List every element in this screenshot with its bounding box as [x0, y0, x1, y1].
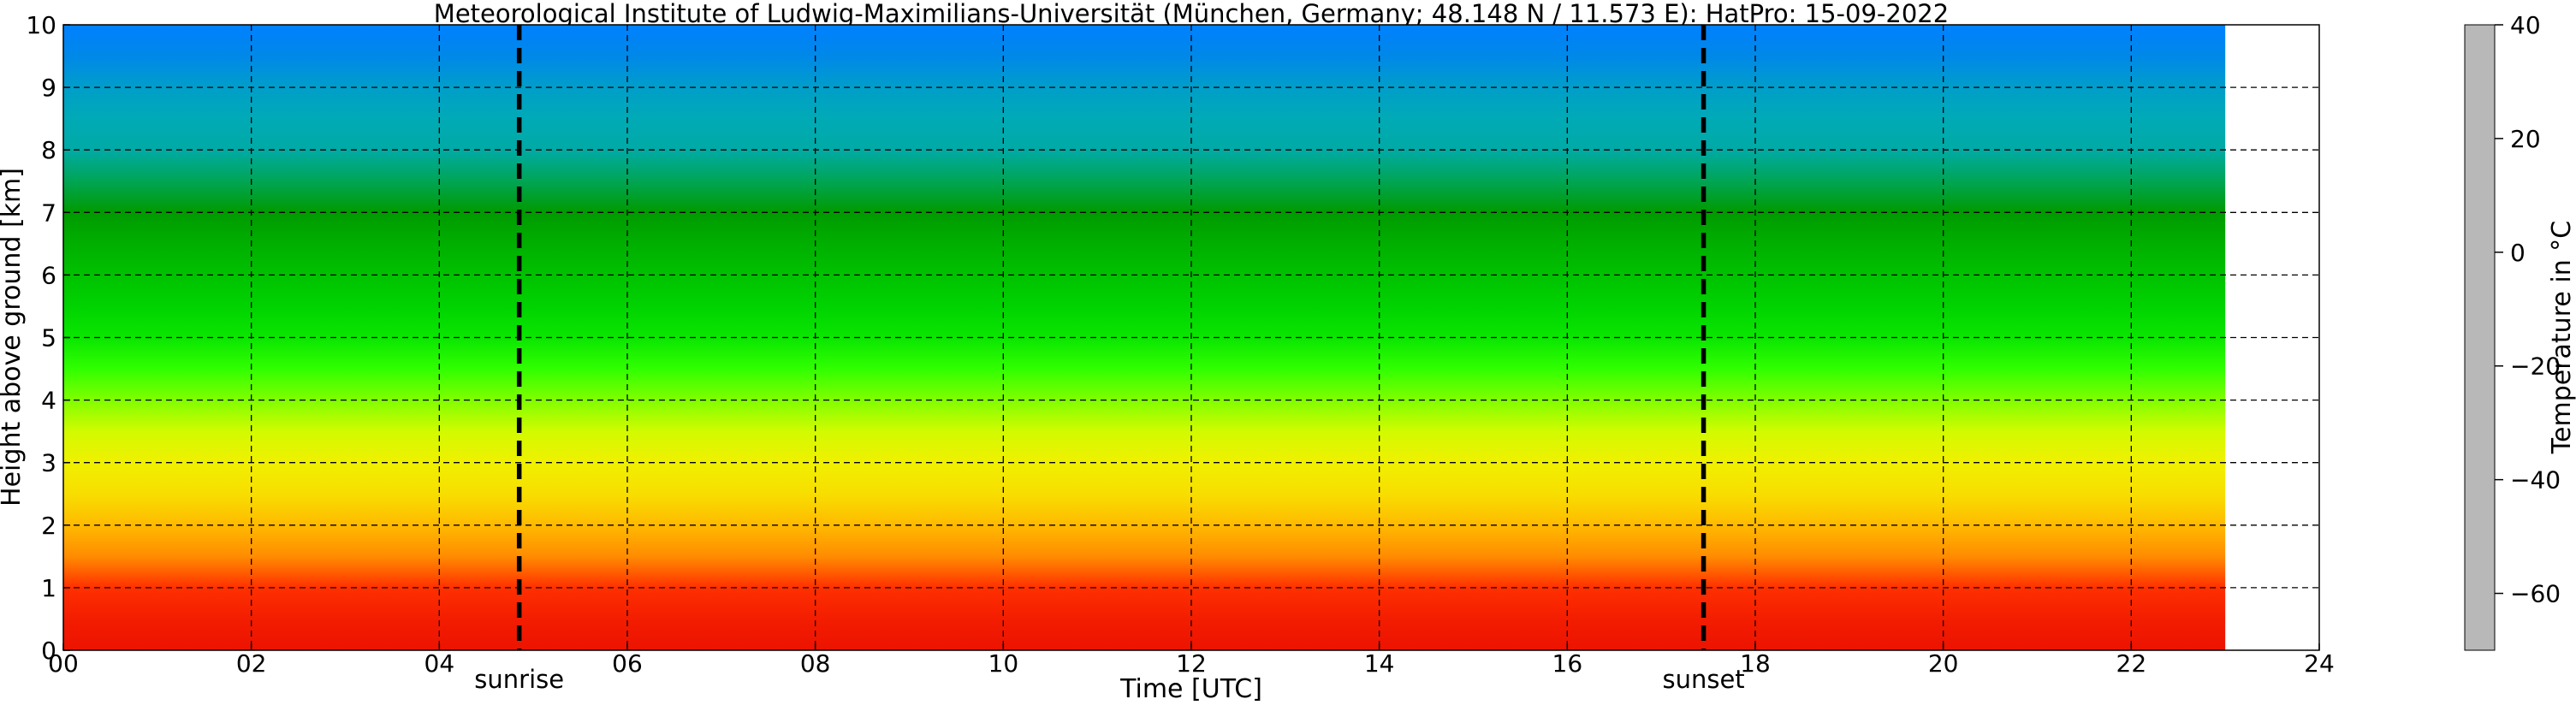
- x-axis-label: Time [UTC]: [1119, 674, 1262, 704]
- y-tick-label: 3: [41, 449, 56, 477]
- y-tick-label: 2: [41, 512, 56, 540]
- y-tick-label: 9: [41, 74, 56, 102]
- y-tick-label: 8: [41, 136, 56, 164]
- y-tick-label: 1: [41, 574, 56, 602]
- x-tick-label: 04: [424, 649, 455, 678]
- colorbar-tick-label: −60: [2510, 580, 2561, 608]
- sunrise-label: sunrise: [474, 665, 564, 694]
- colorbar: 40 20 0 −20 −40 −60 Temperature in °C: [2464, 11, 2576, 651]
- x-tick-label: 20: [1928, 649, 1959, 678]
- x-tick-label: 10: [988, 649, 1019, 678]
- colorbar-tick-label: 40: [2510, 11, 2541, 39]
- colorbar-ticks: 40 20 0 −20 −40 −60: [2495, 11, 2561, 608]
- y-tick-label: 10: [26, 11, 56, 39]
- colorbar-label: Temperature in °C: [2547, 221, 2576, 454]
- x-tick-label: 02: [236, 649, 267, 678]
- sunset-label: sunset: [1662, 665, 1744, 694]
- sun-event-lines: [516, 25, 1706, 650]
- x-tick-label: 00: [48, 649, 79, 678]
- colorbar-gradient: [2464, 24, 2496, 651]
- y-tick-label: 5: [41, 324, 56, 352]
- x-tick-label: 12: [1176, 649, 1207, 678]
- chart-title: Meteorological Institute of Ludwig-Maxim…: [434, 0, 1949, 28]
- y-tick-label: 7: [41, 198, 56, 227]
- y-axis-ticks: 0 1 2 3 4 5 6 7 8 9 10: [26, 11, 70, 665]
- sun-event-labels: sunrise sunset: [474, 665, 1744, 694]
- x-tick-label: 16: [1552, 649, 1583, 678]
- colorbar-tick-label: −20: [2510, 352, 2561, 381]
- x-axis-ticks: 00 02 04 06 08 10 12 14 16 18 20 22 24: [48, 643, 2335, 678]
- x-tick-label: 22: [2116, 649, 2147, 678]
- x-tick-label: 06: [612, 649, 643, 678]
- x-tick-label: 24: [2304, 649, 2335, 678]
- y-axis-label: Height above ground [km]: [0, 168, 27, 507]
- grid-lines: [63, 25, 2319, 650]
- x-tick-label: 08: [800, 649, 831, 678]
- plot-area: [62, 24, 2320, 651]
- x-tick-label: 14: [1364, 649, 1395, 678]
- y-tick-label: 0: [41, 637, 56, 665]
- colorbar-tick-label: 20: [2510, 125, 2541, 153]
- colorbar-tick-label: −40: [2510, 466, 2561, 495]
- colorbar-tick-label: 0: [2510, 239, 2526, 267]
- x-tick-label: 18: [1740, 649, 1771, 678]
- y-tick-label: 6: [41, 261, 56, 289]
- y-tick-label: 4: [41, 387, 56, 415]
